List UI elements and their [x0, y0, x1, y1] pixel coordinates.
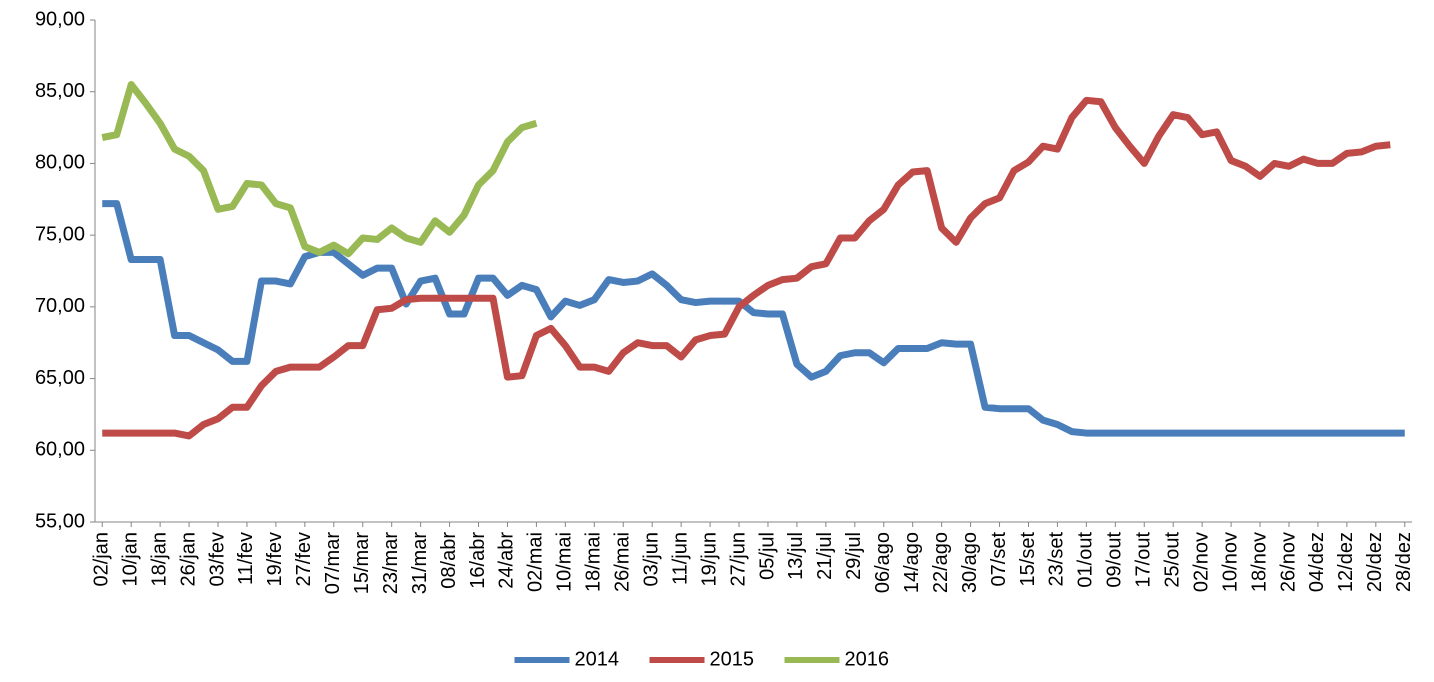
y-tick-label: 80,00: [35, 152, 85, 174]
y-tick-label: 55,00: [35, 510, 85, 532]
y-tick-label: 75,00: [35, 223, 85, 245]
y-tick-label: 65,00: [35, 367, 85, 389]
x-tick-label: 10/nov: [1219, 532, 1241, 592]
x-tick-label: 02/jan: [91, 532, 113, 587]
x-tick-label: 23/mar: [380, 532, 402, 595]
x-tick-label: 12/dez: [1335, 532, 1357, 592]
x-tick-label: 07/mar: [322, 532, 344, 595]
x-tick-label: 17/out: [1133, 532, 1155, 588]
x-tick-label: 15/mar: [351, 532, 373, 595]
x-tick-label: 31/mar: [409, 532, 431, 595]
y-tick-label: 90,00: [35, 8, 85, 30]
y-tick-label: 85,00: [35, 80, 85, 102]
x-tick-label: 24/abr: [496, 532, 518, 589]
x-tick-label: 15/set: [1017, 532, 1039, 587]
x-tick-label: 18/mai: [583, 532, 605, 592]
x-tick-label: 26/jan: [177, 532, 199, 587]
x-tick-label: 20/dez: [1364, 532, 1386, 592]
x-tick-label: 16/abr: [467, 532, 489, 589]
series-line: [102, 96, 1391, 440]
x-tick-label: 19/fev: [264, 532, 286, 586]
x-tick-label: 14/ago: [901, 532, 923, 593]
x-tick-label: 22/ago: [930, 532, 952, 593]
x-tick-label: 30/ago: [959, 532, 981, 593]
x-tick-label: 29/jul: [843, 532, 865, 580]
x-tick-label: 23/set: [1046, 532, 1068, 587]
legend-label: 2014: [575, 648, 620, 670]
x-tick-label: 10/mai: [554, 532, 576, 592]
x-tick-label: 03/fev: [206, 532, 228, 586]
x-tick-label: 03/jun: [640, 532, 662, 587]
x-tick-label: 05/jul: [756, 532, 778, 580]
x-tick-label: 19/jun: [698, 532, 720, 587]
x-tick-label: 11/jun: [669, 532, 691, 585]
x-tick-label: 27/jun: [727, 532, 749, 587]
x-tick-label: 07/set: [988, 532, 1010, 587]
y-tick-label: 60,00: [35, 439, 85, 461]
x-tick-label: 26/nov: [1277, 532, 1299, 592]
legend-label: 2016: [845, 648, 890, 670]
x-tick-label: 10/jan: [119, 532, 141, 587]
x-tick-label: 02/nov: [1190, 532, 1212, 592]
x-tick-label: 04/dez: [1306, 532, 1328, 592]
x-tick-label: 09/out: [1104, 532, 1126, 588]
x-tick-label: 18/nov: [1248, 532, 1270, 592]
x-tick-label: 21/jul: [814, 532, 836, 580]
series-line: [102, 200, 1405, 437]
x-tick-label: 01/out: [1075, 532, 1097, 588]
x-tick-label: 25/out: [1161, 532, 1183, 588]
x-tick-label: 28/dez: [1393, 532, 1415, 592]
x-tick-label: 02/mai: [525, 532, 547, 592]
x-tick-label: 27/fev: [293, 532, 315, 586]
x-tick-label: 11/fev: [235, 532, 257, 585]
x-tick-label: 13/jul: [785, 532, 807, 580]
legend-label: 2015: [710, 648, 755, 670]
series-line: [101, 81, 538, 258]
y-tick-label: 70,00: [35, 295, 85, 317]
x-tick-label: 06/ago: [872, 532, 894, 593]
x-tick-label: 18/jan: [148, 532, 170, 587]
x-tick-label: 26/mai: [612, 532, 634, 592]
x-tick-label: 08/abr: [438, 532, 460, 589]
